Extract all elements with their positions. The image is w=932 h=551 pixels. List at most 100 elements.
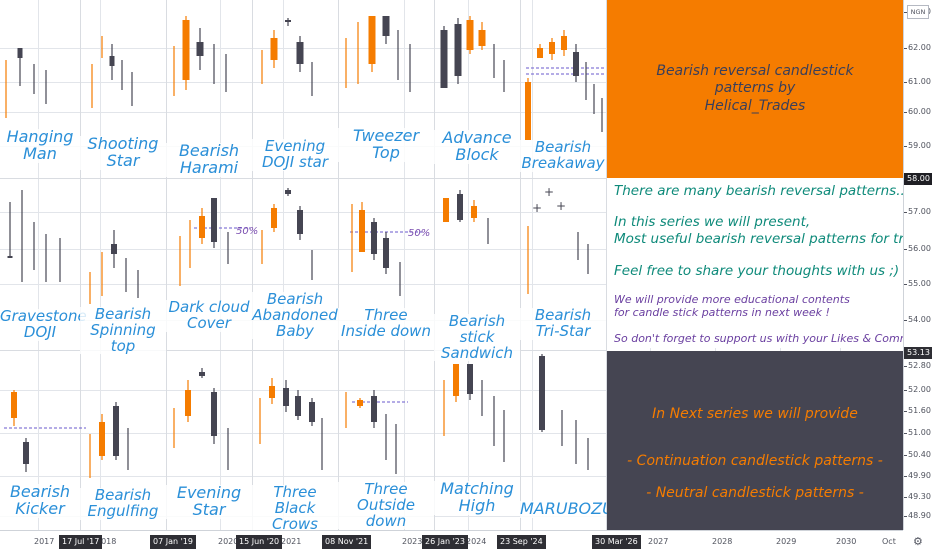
pattern-label: Three Black Crows bbox=[252, 484, 338, 533]
pattern-cell: + + + Bearish Tri-Star bbox=[520, 178, 606, 350]
time-tick: Oct bbox=[882, 537, 896, 546]
candle-body bbox=[199, 216, 205, 238]
candle-body bbox=[383, 238, 389, 268]
candles: +++ bbox=[527, 185, 589, 294]
fifty-percent-label: 50% bbox=[408, 228, 431, 239]
candles bbox=[443, 364, 505, 462]
candle-body bbox=[539, 356, 545, 430]
price-tick-mark bbox=[904, 476, 907, 477]
candles bbox=[5, 48, 47, 118]
pattern-cell: Bearish Harami bbox=[166, 0, 252, 178]
time-tick: 2018 bbox=[96, 537, 117, 546]
pattern-label: Dark cloud Cover bbox=[166, 299, 252, 332]
candle-body bbox=[457, 194, 463, 220]
candles bbox=[173, 368, 229, 470]
pattern-label: Hanging Man bbox=[0, 128, 80, 163]
time-highlight: 07 Jan '19 bbox=[150, 535, 196, 549]
candles bbox=[89, 402, 129, 478]
pattern-label: Bearish Engulfing bbox=[80, 487, 166, 520]
info-line-5: We will provide more educational content… bbox=[614, 293, 850, 306]
time-highlight: 30 Mar '26 bbox=[592, 535, 641, 549]
candle-body bbox=[182, 20, 190, 80]
price-tick-mark bbox=[904, 112, 907, 113]
currency-badge[interactable]: NGN bbox=[907, 5, 929, 19]
candle-body bbox=[478, 30, 486, 46]
price-tick-mark bbox=[904, 516, 907, 517]
pattern-label: Evening Star bbox=[166, 484, 252, 519]
candle-body bbox=[371, 396, 377, 422]
pattern-label: Tweezer Top bbox=[338, 127, 434, 162]
time-axis[interactable]: 2017201820202021202320242520272028202920… bbox=[0, 530, 932, 551]
price-axis[interactable]: 63.0062.0061.0060.0059.0057.0056.0055.00… bbox=[903, 0, 932, 530]
candles bbox=[350, 202, 422, 296]
price-tick-mark bbox=[904, 433, 907, 434]
pattern-cell: Hanging Man bbox=[0, 0, 80, 178]
pattern-cell: Three Outside down bbox=[338, 350, 434, 530]
candles bbox=[345, 390, 408, 474]
candle-body bbox=[537, 48, 543, 58]
pattern-label: Three Inside down bbox=[338, 307, 434, 340]
pattern-cell: Evening DOJI star bbox=[252, 0, 338, 178]
price-tick: 57.00 bbox=[908, 207, 931, 216]
info-line-7: So don't forget to support us with your … bbox=[614, 332, 932, 345]
pattern-label: Advance Block bbox=[434, 129, 520, 164]
candle-body bbox=[11, 392, 17, 418]
candle-body bbox=[271, 208, 277, 228]
info-line-4: Feel free to share your thoughts with us… bbox=[614, 263, 900, 279]
pattern-cell: Bearish Abandoned Baby bbox=[252, 178, 338, 350]
pattern-cell: Tweezer Top bbox=[338, 0, 434, 178]
candle-body bbox=[7, 256, 13, 258]
candle-body bbox=[382, 16, 390, 36]
time-tick: 2023 bbox=[402, 537, 423, 546]
candles bbox=[539, 354, 589, 470]
doji-cross: + bbox=[532, 201, 542, 215]
pattern-label: Shooting Star bbox=[80, 135, 166, 170]
price-highlight-53: 53.13 bbox=[904, 347, 932, 359]
pattern-cell: MARUBOZU bbox=[520, 350, 614, 530]
info-line-3: Most useful bearish reversal patterns fo… bbox=[614, 231, 932, 247]
next-line-1: In Next series we will provide bbox=[652, 406, 858, 422]
candle-body bbox=[285, 190, 291, 194]
next-series-panel: In Next series we will provide - Continu… bbox=[607, 351, 903, 530]
candles bbox=[91, 36, 133, 108]
candles bbox=[7, 190, 61, 282]
gear-icon[interactable]: ⚙ bbox=[913, 535, 923, 548]
candle-body bbox=[359, 210, 365, 252]
candle-body bbox=[368, 16, 376, 64]
candle-body bbox=[23, 442, 29, 464]
price-tick: 48.90 bbox=[908, 511, 931, 520]
candles bbox=[345, 16, 411, 92]
candle-body bbox=[269, 386, 275, 398]
pattern-cell: Bearish stick Sandwich bbox=[434, 178, 520, 362]
price-tick: 52.80 bbox=[908, 361, 931, 370]
price-tick-mark bbox=[904, 249, 907, 250]
price-tick: 49.90 bbox=[908, 471, 931, 480]
title-text: Bearish reversal candlestick patterns by… bbox=[656, 62, 854, 114]
pattern-cell: Shooting Star bbox=[80, 0, 166, 178]
candle-body bbox=[295, 396, 301, 416]
doji-cross: + bbox=[556, 199, 566, 213]
candle-body bbox=[196, 42, 204, 56]
candle-body bbox=[113, 406, 119, 456]
candles bbox=[4, 390, 86, 472]
time-highlight: 23 Sep '24 bbox=[497, 535, 546, 549]
price-tick-mark bbox=[904, 411, 907, 412]
candle-body bbox=[549, 42, 555, 54]
price-tick: 51.60 bbox=[908, 406, 931, 415]
pattern-label: Bearish Breakaway bbox=[520, 138, 606, 172]
info-line-6: for candle stick patterns in next week ! bbox=[614, 306, 830, 319]
candle-body bbox=[211, 392, 217, 436]
pattern-cell: 50% Three Inside down bbox=[338, 178, 434, 350]
title-panel: Bearish reversal candlestick patterns by… bbox=[607, 0, 903, 178]
pattern-label: Bearish stick Sandwich bbox=[434, 313, 520, 362]
candles bbox=[89, 230, 139, 304]
info-panel: There are many bearish reversal patterns… bbox=[607, 178, 932, 348]
pattern-cell: Gravestone DOJI bbox=[0, 178, 87, 350]
candle-body bbox=[371, 222, 377, 254]
price-highlight-58: 58.00 bbox=[904, 173, 932, 185]
price-tick: 51.00 bbox=[908, 428, 931, 437]
pattern-label: Bearish Abandoned Baby bbox=[252, 290, 338, 340]
price-tick: 50.40 bbox=[908, 450, 931, 459]
candle-body bbox=[357, 400, 363, 406]
price-tick-mark bbox=[904, 497, 907, 498]
